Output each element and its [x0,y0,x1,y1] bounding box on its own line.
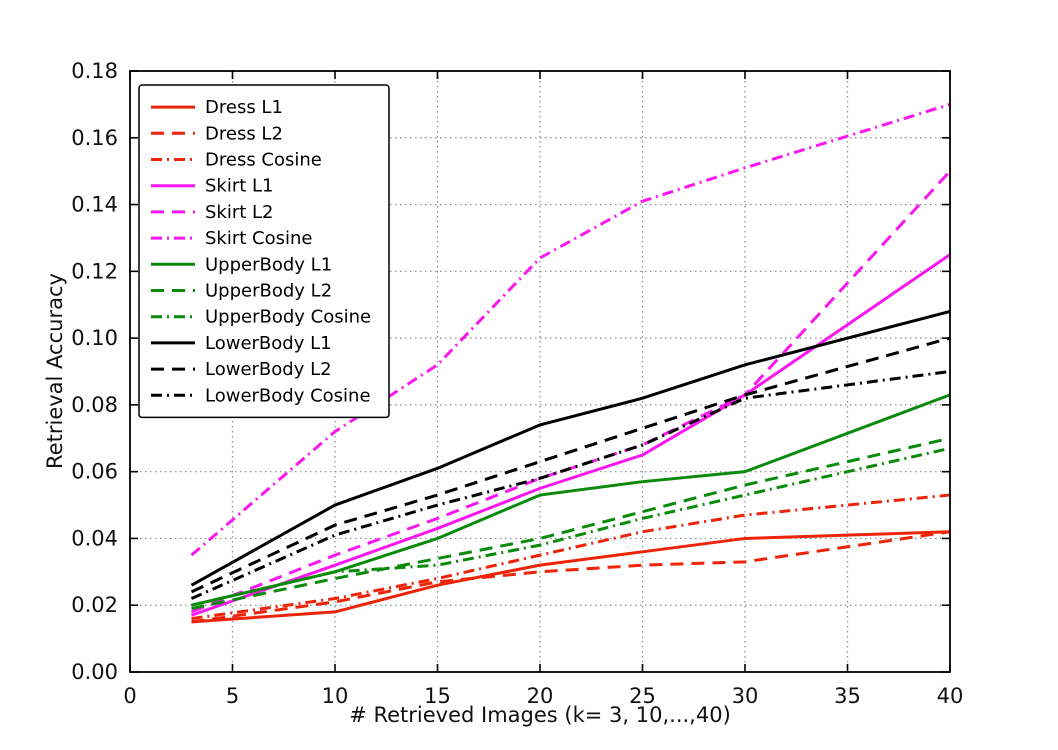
x-tick-label: 0 [123,684,136,708]
y-axis-label: Retrieval Accuracy [43,273,67,469]
legend-label-skirt-cosine: Skirt Cosine [205,228,312,249]
series-line-dress-l2 [191,530,951,624]
y-tick-label: 0.12 [71,259,118,283]
y-tick-label: 0.08 [71,393,118,417]
y-tick-label: 0.16 [71,126,118,150]
legend-box [138,84,390,419]
series-line-dress-cosine [191,493,951,621]
legend-label-lowerbody-cosine: LowerBody Cosine [205,385,371,406]
x-tick-label: 15 [424,684,451,708]
series-line-upperbody-l2 [191,436,951,611]
y-tick-label: 0.06 [71,460,118,484]
x-tick-label: 5 [226,684,239,708]
x-tick-label: 20 [527,684,554,708]
x-tick-label: 25 [629,684,656,708]
y-tick-label: 0.02 [71,593,118,617]
y-tick-label: 0.04 [71,526,118,550]
legend-label-skirt-l2: Skirt L2 [205,202,274,223]
y-tick-label: 0.00 [71,660,118,684]
series-line-skirt-cosine [190,102,951,557]
x-tick-label: 30 [732,684,759,708]
legend-label-lowerbody-l1: LowerBody L1 [205,333,332,354]
x-axis-label: # Retrieved Images (k= 3, 10,...,40) [349,703,731,727]
legend-label-dress-l1: Dress L1 [205,97,283,118]
x-tick-label: 35 [834,684,861,708]
series-line-lowerbody-l2 [190,336,951,594]
y-tick-label: 0.10 [71,326,118,350]
x-tick-label: 40 [937,684,964,708]
legend-label-upperbody-l1: UpperBody L1 [205,254,332,275]
y-tick-label: 0.14 [71,193,118,217]
legend-label-upperbody-cosine: UpperBody Cosine [205,307,371,328]
legend-label-dress-l2: Dress L2 [205,123,283,144]
x-tick-label: 10 [322,684,349,708]
series-line-upperbody-cosine [191,446,951,607]
series-line-upperbody-l1 [191,393,951,607]
legend-label-skirt-l1: Skirt L1 [205,176,274,197]
series-line-dress-l1 [191,530,951,624]
legend-label-upperbody-l2: UpperBody L2 [205,281,332,302]
series-line-lowerbody-cosine [190,370,951,600]
legend-label-lowerbody-l2: LowerBody L2 [205,359,332,380]
series-line-lowerbody-l1 [190,309,951,587]
y-tick-label: 0.18 [71,59,118,83]
legend-label-dress-cosine: Dress Cosine [205,150,322,171]
